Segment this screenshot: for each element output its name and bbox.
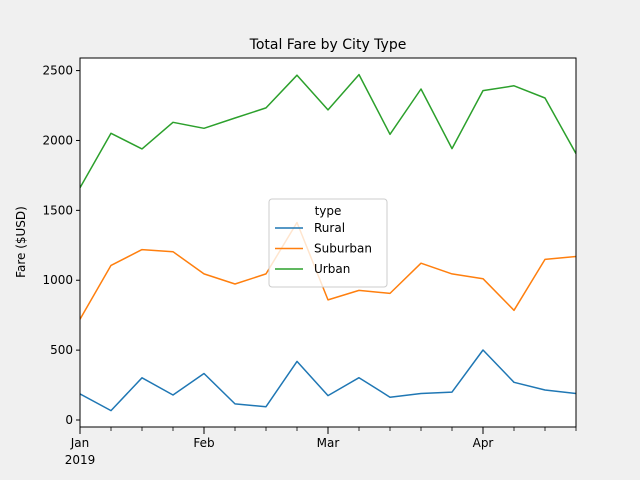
- y-tick-label: 1000: [42, 273, 73, 287]
- y-tick-label: 500: [50, 343, 73, 357]
- x-tick-label: Apr: [473, 436, 494, 450]
- legend-label-rural: Rural: [314, 221, 345, 235]
- x-tick-sublabel: 2019: [65, 453, 96, 467]
- series-lines: [80, 73, 576, 412]
- y-tick-label: 2000: [42, 133, 73, 147]
- y-tick-label: 2500: [42, 64, 73, 78]
- plot-frame: [79, 57, 577, 428]
- legend-box: [268, 198, 388, 288]
- axes-ticks: 0 500 1000 1500 2000 2500 Jan 2019 Feb Mar Apr: [42, 64, 577, 467]
- legend: type Rural Suburban Urban: [268, 198, 388, 288]
- legend-title: type: [315, 204, 342, 218]
- x-tick-label: Jan: [70, 436, 90, 450]
- series-line-urban: [80, 73, 576, 189]
- legend-label-suburban: Suburban: [314, 242, 372, 256]
- legend-label-urban: Urban: [314, 262, 350, 276]
- x-tick-label: Mar: [317, 436, 340, 450]
- y-axis-label: Fare ($USD): [14, 206, 28, 278]
- series-line-suburban: [80, 221, 576, 320]
- series-line-rural: [80, 349, 576, 412]
- chart-title: Total Fare by City Type: [249, 37, 407, 53]
- x-tick-label: Feb: [193, 436, 214, 450]
- y-tick-label: 1500: [42, 203, 73, 217]
- y-tick-label: 0: [65, 413, 73, 427]
